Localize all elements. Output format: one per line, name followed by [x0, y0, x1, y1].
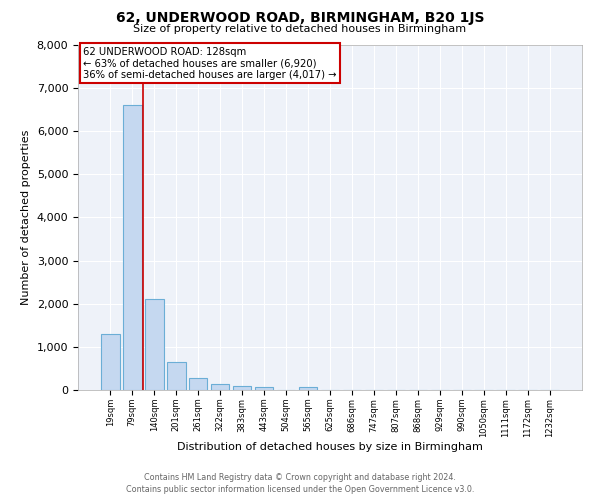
- X-axis label: Distribution of detached houses by size in Birmingham: Distribution of detached houses by size …: [177, 442, 483, 452]
- Bar: [123, 106, 142, 390]
- Bar: [211, 384, 229, 390]
- Bar: [167, 362, 185, 390]
- Bar: [189, 378, 208, 390]
- Text: 62, UNDERWOOD ROAD, BIRMINGHAM, B20 1JS: 62, UNDERWOOD ROAD, BIRMINGHAM, B20 1JS: [116, 11, 484, 25]
- Bar: [101, 334, 119, 390]
- Y-axis label: Number of detached properties: Number of detached properties: [21, 130, 31, 305]
- Bar: [299, 387, 317, 390]
- Bar: [233, 386, 251, 390]
- Text: 62 UNDERWOOD ROAD: 128sqm
← 63% of detached houses are smaller (6,920)
36% of se: 62 UNDERWOOD ROAD: 128sqm ← 63% of detac…: [83, 46, 337, 80]
- Bar: [145, 300, 164, 390]
- Text: Contains HM Land Registry data © Crown copyright and database right 2024.
Contai: Contains HM Land Registry data © Crown c…: [126, 472, 474, 494]
- Text: Size of property relative to detached houses in Birmingham: Size of property relative to detached ho…: [133, 24, 467, 34]
- Bar: [255, 387, 274, 390]
